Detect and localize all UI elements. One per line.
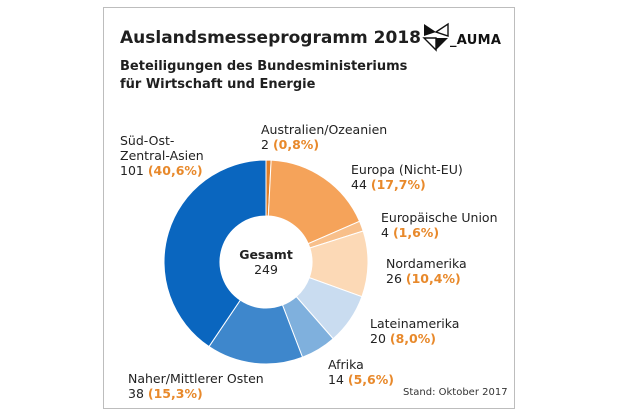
donut-center-label: Gesamt 249	[226, 247, 306, 277]
auma-logo-text: _AUMA	[450, 33, 502, 48]
donut-slice-7	[163, 159, 267, 348]
label-afrika-name: Afrika	[328, 357, 364, 372]
label-naher-osten-pct: (15,3%)	[147, 386, 203, 401]
label-europa-pct: (17,7%)	[370, 177, 426, 192]
legend-nordamerika: Nordamerika 26 (10,4%)	[386, 256, 467, 286]
label-australien-pct: (0,8%)	[272, 137, 320, 152]
label-nordamerika-name: Nordamerika	[386, 256, 467, 271]
auma-logo-icon	[422, 22, 449, 52]
label-suedost-line1: Süd-Ost-	[120, 133, 175, 148]
label-suedost-value: 101	[120, 163, 144, 178]
legend-australien: Australien/Ozeanien 2 (0,8%)	[261, 122, 387, 152]
legend-lateinamerika: Lateinamerika 20 (8,0%)	[370, 316, 459, 346]
label-australien-value: 2	[261, 137, 269, 152]
label-europa-value: 44	[351, 177, 367, 192]
label-europa-name: Europa (Nicht-EU)	[351, 162, 463, 177]
chart-subtitle: Beteiligungen des Bundesministeriums für…	[120, 58, 420, 94]
label-eu-pct: (1,6%)	[392, 225, 440, 240]
label-afrika-pct: (5,6%)	[347, 372, 394, 387]
label-nordamerika-value: 26	[386, 271, 402, 286]
total-label: Gesamt	[239, 247, 293, 262]
total-value: 249	[254, 262, 278, 277]
label-eu-value: 4	[381, 225, 389, 240]
legend-sued-ost-asien: Süd-Ost- Zentral-Asien 101 (40,6%)	[120, 133, 204, 178]
legend-afrika: Afrika 14 (5,6%)	[328, 357, 394, 387]
chart-title: Auslandsmesseprogramm 2018	[120, 28, 421, 48]
stand-note: Stand: Oktober 2017	[403, 387, 508, 398]
legend-eu: Europäische Union 4 (1,6%)	[381, 210, 498, 240]
label-naher-osten-name: Naher/Mittlerer Osten	[128, 371, 264, 386]
label-eu-name: Europäische Union	[381, 210, 498, 225]
label-suedost-line2: Zentral-Asien	[120, 148, 204, 163]
label-lateinamerika-value: 20	[370, 331, 386, 346]
label-lateinamerika-name: Lateinamerika	[370, 316, 460, 331]
subtitle-line-2: für Wirtschaft und Energie	[120, 77, 316, 92]
label-suedost-pct: (40,6%)	[147, 163, 203, 178]
label-australien-name: Australien/Ozeanien	[261, 122, 388, 137]
label-lateinamerika-pct: (8,0%)	[389, 331, 436, 346]
legend-europa-nicht-eu: Europa (Nicht-EU) 44 (17,7%)	[351, 162, 463, 192]
label-nordamerika-pct: (10,4%)	[405, 271, 461, 286]
legend-naher-osten: Naher/Mittlerer Osten 38 (15,3%)	[128, 371, 264, 401]
label-naher-osten-value: 38	[128, 386, 144, 401]
subtitle-line-1: Beteiligungen des Bundesministeriums	[120, 59, 408, 74]
label-afrika-value: 14	[328, 372, 344, 387]
